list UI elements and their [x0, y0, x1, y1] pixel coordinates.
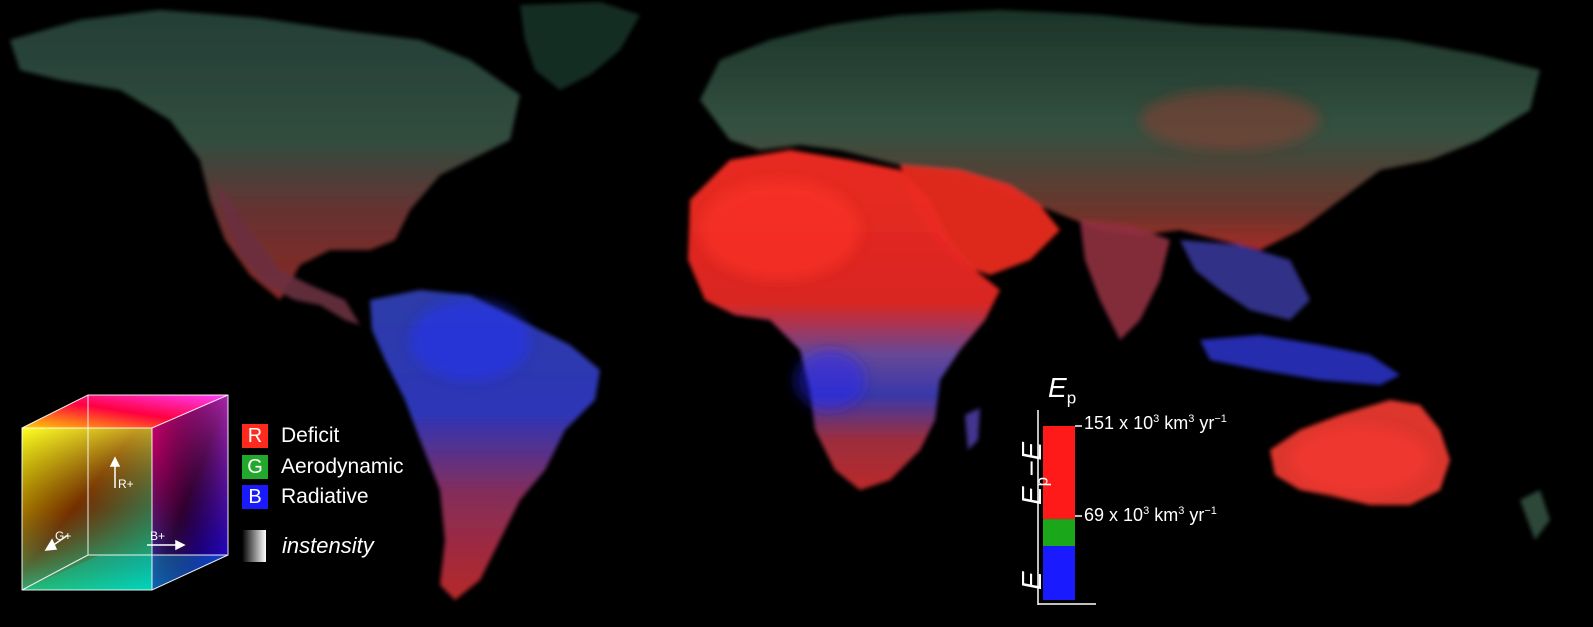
label-radiative: Radiative [281, 485, 369, 508]
continents [10, 2, 1550, 600]
indonesia [1200, 335, 1400, 385]
madagascar [965, 408, 980, 450]
central-america [215, 180, 360, 325]
cube-axis-r: R+ [118, 477, 134, 491]
colorbar-side-ep-minus-e: Ep−E [1016, 441, 1052, 505]
cube-axis-g: G+ [55, 529, 71, 543]
colorbar-deficit-segment [1043, 426, 1075, 520]
intensity-swatch [242, 530, 266, 562]
label-aerodynamic: Aerodynamic [281, 455, 404, 478]
southeast-asia [1180, 240, 1310, 320]
swatch-b: B [242, 485, 268, 509]
label-intensity: instensity [282, 533, 374, 558]
colorbar [1037, 410, 1096, 605]
label-deficit: Deficit [281, 424, 340, 447]
colorbar-aerodynamic-segment [1043, 519, 1075, 547]
new-zealand [1520, 490, 1550, 540]
arabia [900, 165, 1060, 275]
rgb-cube-legend: R+ B+ G+ [21, 394, 229, 591]
eurasia [700, 10, 1540, 250]
map-glows [410, 90, 1430, 495]
north-america-north [10, 10, 520, 300]
cube-axis-b: B+ [150, 529, 165, 543]
swatch-g: G [242, 455, 268, 479]
colorbar-radiative-segment [1043, 546, 1075, 600]
india [1080, 220, 1170, 340]
swatch-r: R [242, 424, 268, 448]
colorbar-mid-label: 69 x 103 km3 yr−1 [1084, 505, 1217, 525]
colorbar-side-e: E [1016, 571, 1047, 590]
colorbar-top-label: 151 x 103 km3 yr−1 [1084, 413, 1227, 433]
colorbar-title-ep: Ep [1048, 372, 1077, 408]
cube-top-face [22, 395, 228, 428]
greenland [520, 2, 640, 90]
